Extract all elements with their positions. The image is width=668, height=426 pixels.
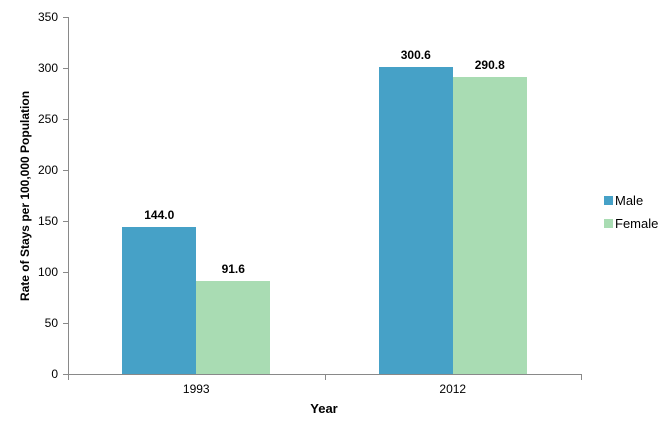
bar-male-1993	[122, 227, 197, 374]
bar-value-label: 290.8	[474, 58, 505, 73]
y-tick-mark	[63, 170, 68, 171]
y-tick-mark	[63, 68, 68, 69]
bar-value-label: 91.6	[221, 261, 245, 276]
y-tick-mark	[63, 221, 68, 222]
y-tick-mark	[63, 119, 68, 120]
y-tick-mark	[63, 17, 68, 18]
bar-value-label: 144.0	[144, 208, 175, 223]
y-tick-label: 200	[37, 163, 58, 177]
bar-female-2012	[452, 77, 527, 374]
x-tick-mark	[324, 374, 326, 380]
bar-value-label: 300.6	[400, 48, 431, 63]
legend-swatch-icon	[604, 196, 613, 205]
y-tick-label: 0	[51, 367, 58, 381]
y-axis-line	[68, 17, 69, 374]
x-tick-label: 1993	[182, 382, 210, 396]
y-tick-label: 100	[37, 265, 58, 279]
legend: Male Female	[604, 192, 658, 238]
y-tick-label: 300	[37, 61, 58, 75]
x-axis-title: Year	[310, 401, 338, 416]
y-tick-label: 250	[37, 112, 58, 126]
y-tick-mark	[63, 272, 68, 273]
x-tick-label: 2012	[439, 382, 467, 396]
y-tick-label: 150	[37, 214, 58, 228]
y-tick-mark	[63, 323, 68, 324]
y-tick-label: 50	[44, 316, 58, 330]
bar-female-1993	[196, 280, 271, 374]
legend-label: Female	[615, 216, 659, 231]
legend-item-female: Female	[604, 215, 658, 232]
legend-label: Male	[615, 193, 644, 208]
x-tick-mark	[581, 374, 582, 380]
legend-swatch-icon	[604, 219, 613, 228]
bar-male-2012	[378, 67, 453, 374]
x-tick-mark	[68, 374, 69, 380]
legend-item-male: Male	[604, 192, 658, 209]
y-tick-mark	[63, 374, 68, 375]
y-tick-label: 350	[37, 10, 58, 24]
